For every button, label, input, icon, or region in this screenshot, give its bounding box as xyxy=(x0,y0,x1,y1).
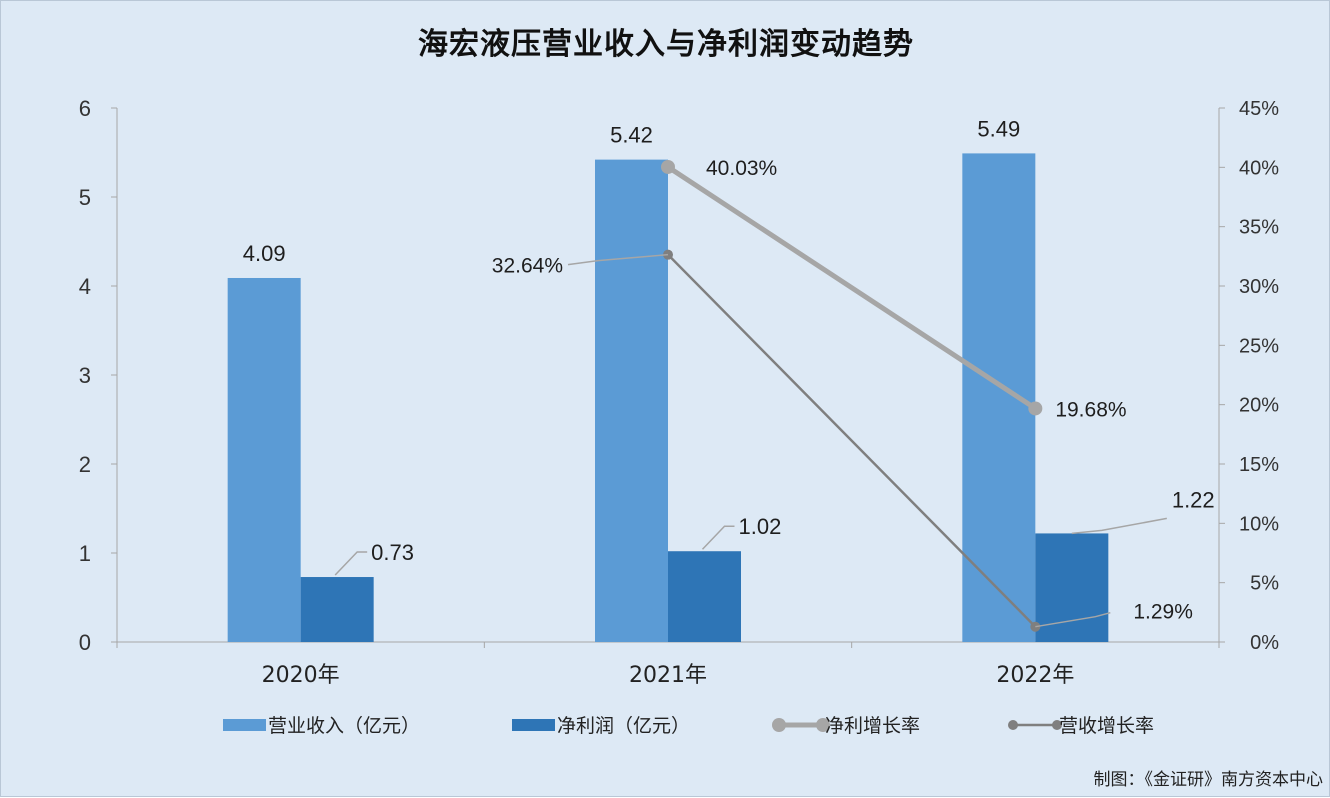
revenue-data-label: 5.42 xyxy=(610,123,653,148)
net-profit-leader-line xyxy=(701,525,735,550)
revenue-growth-leader-line xyxy=(567,253,669,266)
right-tick-label: 0% xyxy=(1250,632,1279,654)
legend-label: 营收增长率 xyxy=(1059,715,1154,737)
right-tick-label: 40% xyxy=(1239,157,1279,179)
chart-title: 海宏液压营业收入与净利润变动趋势 xyxy=(418,27,914,62)
left-tick-label: 2 xyxy=(79,452,91,477)
right-tick-label: 25% xyxy=(1239,335,1279,357)
legend-swatch xyxy=(512,719,555,731)
left-tick-label: 1 xyxy=(79,541,91,566)
revenue-growth-leader-line xyxy=(1035,611,1111,628)
legend-label: 净利增长率 xyxy=(825,715,920,737)
legend-swatch-marker xyxy=(816,718,830,732)
x-category-label: 2020年 xyxy=(262,663,340,688)
left-tick-label: 3 xyxy=(79,363,91,388)
left-tick-label: 4 xyxy=(79,274,91,299)
revenue-bar xyxy=(595,159,668,642)
net-profit-growth-point xyxy=(1028,401,1043,416)
source-note: 制图：《金证研》南方资本中心 xyxy=(1093,770,1324,790)
legend-label: 净利润（亿元） xyxy=(557,715,690,737)
net-profit-data-label: 1.22 xyxy=(1172,487,1215,512)
right-tick-label: 20% xyxy=(1239,395,1279,417)
revenue-growth-line xyxy=(666,253,1037,628)
right-tick-label: 35% xyxy=(1239,217,1279,239)
legend-swatch-marker xyxy=(1052,720,1062,730)
net-profit-data-label: 0.73 xyxy=(371,540,414,565)
right-tick-label: 5% xyxy=(1250,573,1279,595)
net-profit-leader-line xyxy=(1071,517,1167,535)
net-profit-growth-line xyxy=(665,164,1038,411)
revenue-growth-label: 1.29% xyxy=(1133,601,1193,624)
right-tick-label: 10% xyxy=(1239,513,1279,535)
revenue-growth-label: 32.64% xyxy=(492,255,563,278)
x-category-label: 2021年 xyxy=(629,663,707,688)
revenue-bar xyxy=(227,277,301,642)
revenue-data-label: 4.09 xyxy=(243,241,286,266)
legend-label: 营业收入（亿元） xyxy=(268,715,420,737)
legend-swatch-marker xyxy=(772,718,786,732)
net-profit-growth-label: 40.03% xyxy=(706,157,777,180)
net-profit-bar xyxy=(668,551,741,642)
right-tick-label: 45% xyxy=(1239,98,1279,120)
net-profit-data-label: 1.02 xyxy=(739,514,782,539)
legend-swatch xyxy=(223,719,266,731)
legend-swatch-marker xyxy=(1008,720,1018,730)
net-profit-growth-point xyxy=(661,159,675,174)
left-tick-label: 5 xyxy=(79,185,91,210)
revenue-bar xyxy=(962,153,1036,642)
net-profit-bar xyxy=(300,577,374,642)
net-profit-growth-label: 19.68% xyxy=(1055,398,1126,421)
revenue-data-label: 5.49 xyxy=(977,116,1020,141)
net-profit-leader-line xyxy=(334,551,368,576)
right-tick-label: 30% xyxy=(1239,276,1279,298)
left-tick-label: 0 xyxy=(79,630,91,655)
net-profit-bar xyxy=(1035,533,1109,642)
left-tick-label: 6 xyxy=(79,96,91,121)
x-category-label: 2022年 xyxy=(996,663,1074,688)
right-tick-label: 15% xyxy=(1239,454,1279,476)
